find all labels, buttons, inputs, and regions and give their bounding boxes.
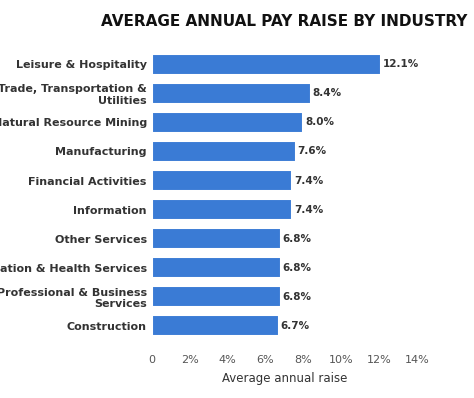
- Bar: [152, 83, 311, 104]
- Text: 8.0%: 8.0%: [305, 117, 334, 127]
- Bar: [152, 228, 281, 249]
- Bar: [152, 170, 292, 191]
- Text: 6.8%: 6.8%: [283, 292, 311, 302]
- X-axis label: Average annual raise: Average annual raise: [222, 372, 347, 385]
- Text: 7.4%: 7.4%: [294, 176, 323, 185]
- Bar: [152, 112, 303, 133]
- Title: AVERAGE ANNUAL PAY RAISE BY INDUSTRY: AVERAGE ANNUAL PAY RAISE BY INDUSTRY: [101, 14, 467, 29]
- Bar: [152, 315, 279, 336]
- Bar: [152, 257, 281, 278]
- Text: 6.7%: 6.7%: [281, 321, 310, 331]
- Text: 8.4%: 8.4%: [313, 88, 342, 98]
- Text: 7.6%: 7.6%: [298, 146, 327, 156]
- Text: 6.8%: 6.8%: [283, 263, 311, 273]
- Bar: [152, 286, 281, 307]
- Bar: [152, 141, 296, 162]
- Text: 12.1%: 12.1%: [383, 59, 419, 69]
- Text: 7.4%: 7.4%: [294, 205, 323, 215]
- Bar: [152, 54, 381, 75]
- Bar: [152, 199, 292, 220]
- Text: 6.8%: 6.8%: [283, 234, 311, 244]
